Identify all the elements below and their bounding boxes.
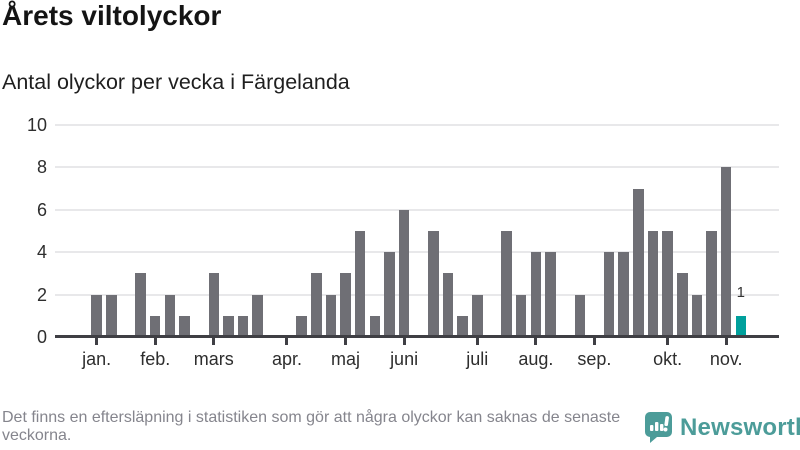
bar-week-4: [135, 273, 146, 337]
bar-week-25: [442, 273, 454, 337]
gridline: [55, 251, 779, 254]
bar-week-1: [91, 294, 102, 337]
gridline: [55, 208, 779, 211]
bar-week-26: [457, 315, 468, 337]
bar-week-41: [677, 273, 688, 337]
bar-week-32: [545, 252, 556, 337]
x-axis-tick: [95, 338, 99, 345]
bar-week-10: [223, 315, 234, 337]
y-tick-label: 8: [36, 157, 47, 178]
x-axis-tick: [592, 338, 596, 345]
gridline: [55, 124, 779, 126]
x-tick-label: mars: [193, 349, 234, 369]
bar-week-17: [325, 294, 337, 337]
bar-week-27: [472, 294, 483, 337]
bar-week-24: [428, 231, 439, 337]
bar-week-37: [618, 252, 629, 337]
x-axis-tick: [153, 338, 157, 345]
chart-subtitle: Antal olyckor per vecka i Färgelanda: [2, 70, 350, 94]
newsworthy-logo: Newsworthy: [645, 412, 800, 443]
y-tick-label: 2: [36, 284, 47, 305]
x-tick-label: apr.: [271, 349, 302, 369]
bar-week-42: [691, 294, 703, 337]
bar-week-36: [603, 252, 615, 337]
gridline: [55, 293, 779, 296]
x-axis-tick: [475, 338, 479, 345]
x-axis-tick: [534, 338, 538, 345]
x-tick-label: aug.: [518, 349, 554, 369]
bar-week-40: [662, 231, 673, 337]
newsworthy-icon: [645, 412, 672, 443]
y-tick-label: 0: [36, 327, 47, 347]
bar-week-34: [574, 294, 586, 337]
bar-week-44: [720, 167, 732, 337]
bar-week-9: [208, 273, 220, 337]
newsworthy-wordmark: Newsworthy: [680, 413, 800, 441]
bar-week-30: [515, 294, 527, 337]
y-tick-label: 4: [36, 242, 47, 263]
x-axis-tick: [724, 338, 728, 345]
bar-week-7: [179, 315, 190, 337]
gridline: [55, 166, 779, 169]
x-tick-label: okt.: [653, 349, 683, 369]
x-axis-tick: [344, 338, 348, 345]
x-tick-label: juli: [466, 349, 489, 369]
footnote: Det finns en eftersläpning i statistiken…: [2, 409, 621, 444]
x-tick-label: juni: [390, 349, 419, 369]
bar-week-5: [149, 315, 161, 337]
bar-week-43: [706, 231, 717, 337]
bar-week-39: [647, 231, 659, 337]
x-axis-tick: [285, 338, 289, 345]
bar-week-16: [311, 273, 322, 337]
bar-week-6: [164, 294, 176, 337]
x-axis-line: [55, 335, 779, 338]
bar-week-19: [354, 231, 366, 337]
x-tick-label: maj: [331, 349, 361, 369]
x-tick-label: nov.: [709, 349, 743, 369]
bar-week-12: [252, 294, 263, 337]
last-value-label: 1: [736, 284, 745, 301]
bar-week-11: [237, 315, 249, 337]
bar-week-highlight: [735, 315, 747, 337]
bar-week-22: [398, 209, 410, 337]
bar-week-15: [296, 315, 307, 337]
bar-week-2: [106, 294, 117, 337]
bar-week-29: [501, 231, 512, 337]
x-axis-tick: [666, 338, 670, 345]
x-tick-label: feb.: [140, 349, 171, 369]
y-tick-label: 10: [26, 115, 47, 135]
x-tick-label: sep.: [577, 349, 612, 369]
x-axis-tick: [212, 338, 216, 345]
bar-week-38: [633, 188, 644, 337]
bar-week-21: [384, 252, 395, 337]
bar-week-20: [369, 315, 381, 337]
y-tick-label: 6: [36, 199, 47, 220]
x-axis-tick: [402, 338, 406, 345]
bar-week-31: [530, 252, 542, 337]
chart-title: Årets viltolyckor: [2, 0, 222, 31]
x-tick-label: jan.: [82, 349, 112, 369]
bar-week-18: [340, 273, 351, 337]
